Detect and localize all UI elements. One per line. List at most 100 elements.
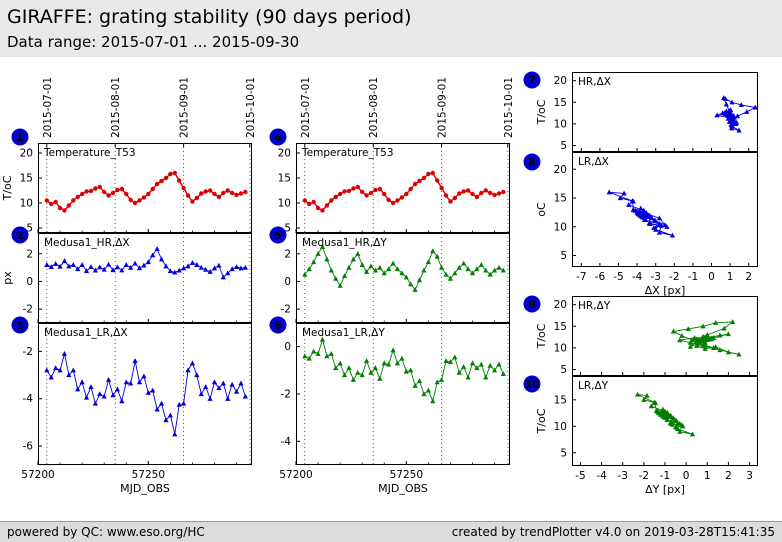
data-marker xyxy=(621,190,627,196)
y-tick-label: 5 xyxy=(284,223,291,235)
data-marker xyxy=(307,201,312,207)
data-marker xyxy=(465,266,471,272)
svg-text:9: 9 xyxy=(528,299,535,311)
data-marker xyxy=(234,192,239,198)
data-marker xyxy=(478,361,484,367)
data-marker xyxy=(238,191,244,196)
data-marker xyxy=(324,203,330,208)
data-marker xyxy=(57,367,63,373)
data-marker xyxy=(469,360,476,366)
scatter-hr-dy-vs-temp: 5 10 15 20 T/oC HR,ΔY 9 xyxy=(523,295,758,376)
data-marker xyxy=(669,421,675,427)
data-marker xyxy=(44,262,50,267)
data-marker xyxy=(717,347,723,353)
x-tick-label: 0 xyxy=(683,470,690,482)
y-tick-label: 10 xyxy=(554,221,567,233)
data-marker xyxy=(501,189,506,195)
y-tick-label: 5 xyxy=(560,364,567,376)
data-marker xyxy=(93,186,98,191)
data-marker xyxy=(421,175,427,181)
series-line xyxy=(304,337,504,403)
data-marker xyxy=(465,188,471,193)
data-marker xyxy=(412,286,418,292)
plot10-canvas: -5 -4 -3 -2 -1 0 1 2 3 5 10 15 ΔY [px] T/oC LR,ΔY 10 xyxy=(523,375,758,496)
data-marker xyxy=(491,367,498,373)
data-marker xyxy=(328,350,334,356)
plot-temperature-t53-mid: 5 10 15 20 2015-07-01 2015-08-01 2015-09-01 201… xyxy=(269,77,515,235)
data-marker xyxy=(145,390,151,395)
data-marker xyxy=(667,413,673,419)
data-marker xyxy=(694,336,700,342)
data-marker xyxy=(386,361,392,367)
x-axis-label: ΔY [px] xyxy=(645,483,685,496)
data-marker xyxy=(377,264,383,270)
data-marker xyxy=(448,199,453,204)
data-marker xyxy=(744,108,750,114)
data-marker xyxy=(496,264,502,270)
data-marker xyxy=(700,338,706,344)
data-marker xyxy=(355,369,361,375)
data-marker xyxy=(97,264,103,270)
y-tick-label: -6 xyxy=(23,441,34,453)
data-marker xyxy=(368,369,374,375)
data-marker xyxy=(238,380,244,386)
data-marker xyxy=(110,392,116,398)
data-marker xyxy=(114,386,121,392)
y-tick-label: 15 xyxy=(554,394,567,406)
plot-number-badge: 2 xyxy=(11,226,29,244)
data-marker xyxy=(163,263,169,269)
data-marker xyxy=(487,190,493,196)
data-marker xyxy=(97,184,102,190)
data-marker xyxy=(434,253,440,259)
data-marker xyxy=(394,266,401,272)
data-marker xyxy=(225,270,231,276)
plot-number-badge: 4 xyxy=(269,128,287,146)
data-marker xyxy=(341,372,348,378)
data-marker xyxy=(647,221,653,226)
x-tick-label: -5 xyxy=(613,271,623,283)
x-tick-label: -2 xyxy=(669,271,679,283)
data-marker xyxy=(653,407,660,413)
data-marker xyxy=(363,268,370,274)
data-marker xyxy=(194,195,200,201)
plot5-canvas: -2 0 2 Medusa1_HR,ΔY 5 xyxy=(269,226,510,323)
data-marker xyxy=(176,401,182,407)
x-tick-label: -7 xyxy=(576,271,586,283)
data-marker xyxy=(302,271,308,277)
data-marker xyxy=(167,268,173,274)
data-marker xyxy=(145,259,151,265)
data-marker xyxy=(646,213,652,218)
data-marker xyxy=(377,186,383,192)
data-marker xyxy=(141,262,147,268)
data-marker xyxy=(496,361,502,367)
y-tick-label: 5 xyxy=(560,250,567,262)
data-marker xyxy=(333,365,339,371)
data-marker xyxy=(680,423,686,429)
x-tick-label: -3 xyxy=(617,470,627,482)
data-marker xyxy=(136,265,143,271)
data-marker xyxy=(158,256,165,262)
plot-number-badge: 6 xyxy=(269,316,287,334)
data-marker xyxy=(48,374,54,380)
data-marker xyxy=(172,431,178,437)
data-marker xyxy=(720,110,726,116)
y-tick-label: 0 xyxy=(26,276,33,288)
data-marker xyxy=(351,186,356,191)
data-marker xyxy=(216,385,222,391)
data-marker xyxy=(606,189,612,195)
scatter-lr-dx-vs-temp: -7 -6 -5 -4 -3 -2 -1 0 1 2 5 10 15 20 ΔX [px] oC LR,ΔX 8 xyxy=(523,152,758,297)
data-marker xyxy=(220,380,226,386)
y-tick-label: 10 xyxy=(554,118,567,130)
data-marker xyxy=(456,369,462,375)
data-marker xyxy=(717,332,723,338)
data-marker xyxy=(48,264,54,270)
plot-number-badge: 3 xyxy=(11,316,29,334)
data-marker xyxy=(439,264,445,270)
data-marker xyxy=(337,191,343,197)
data-marker xyxy=(644,392,650,398)
y-tick-label: -4 xyxy=(23,393,34,405)
data-marker xyxy=(190,199,195,204)
data-marker xyxy=(752,104,758,110)
data-marker xyxy=(738,102,744,107)
data-marker xyxy=(57,205,63,211)
